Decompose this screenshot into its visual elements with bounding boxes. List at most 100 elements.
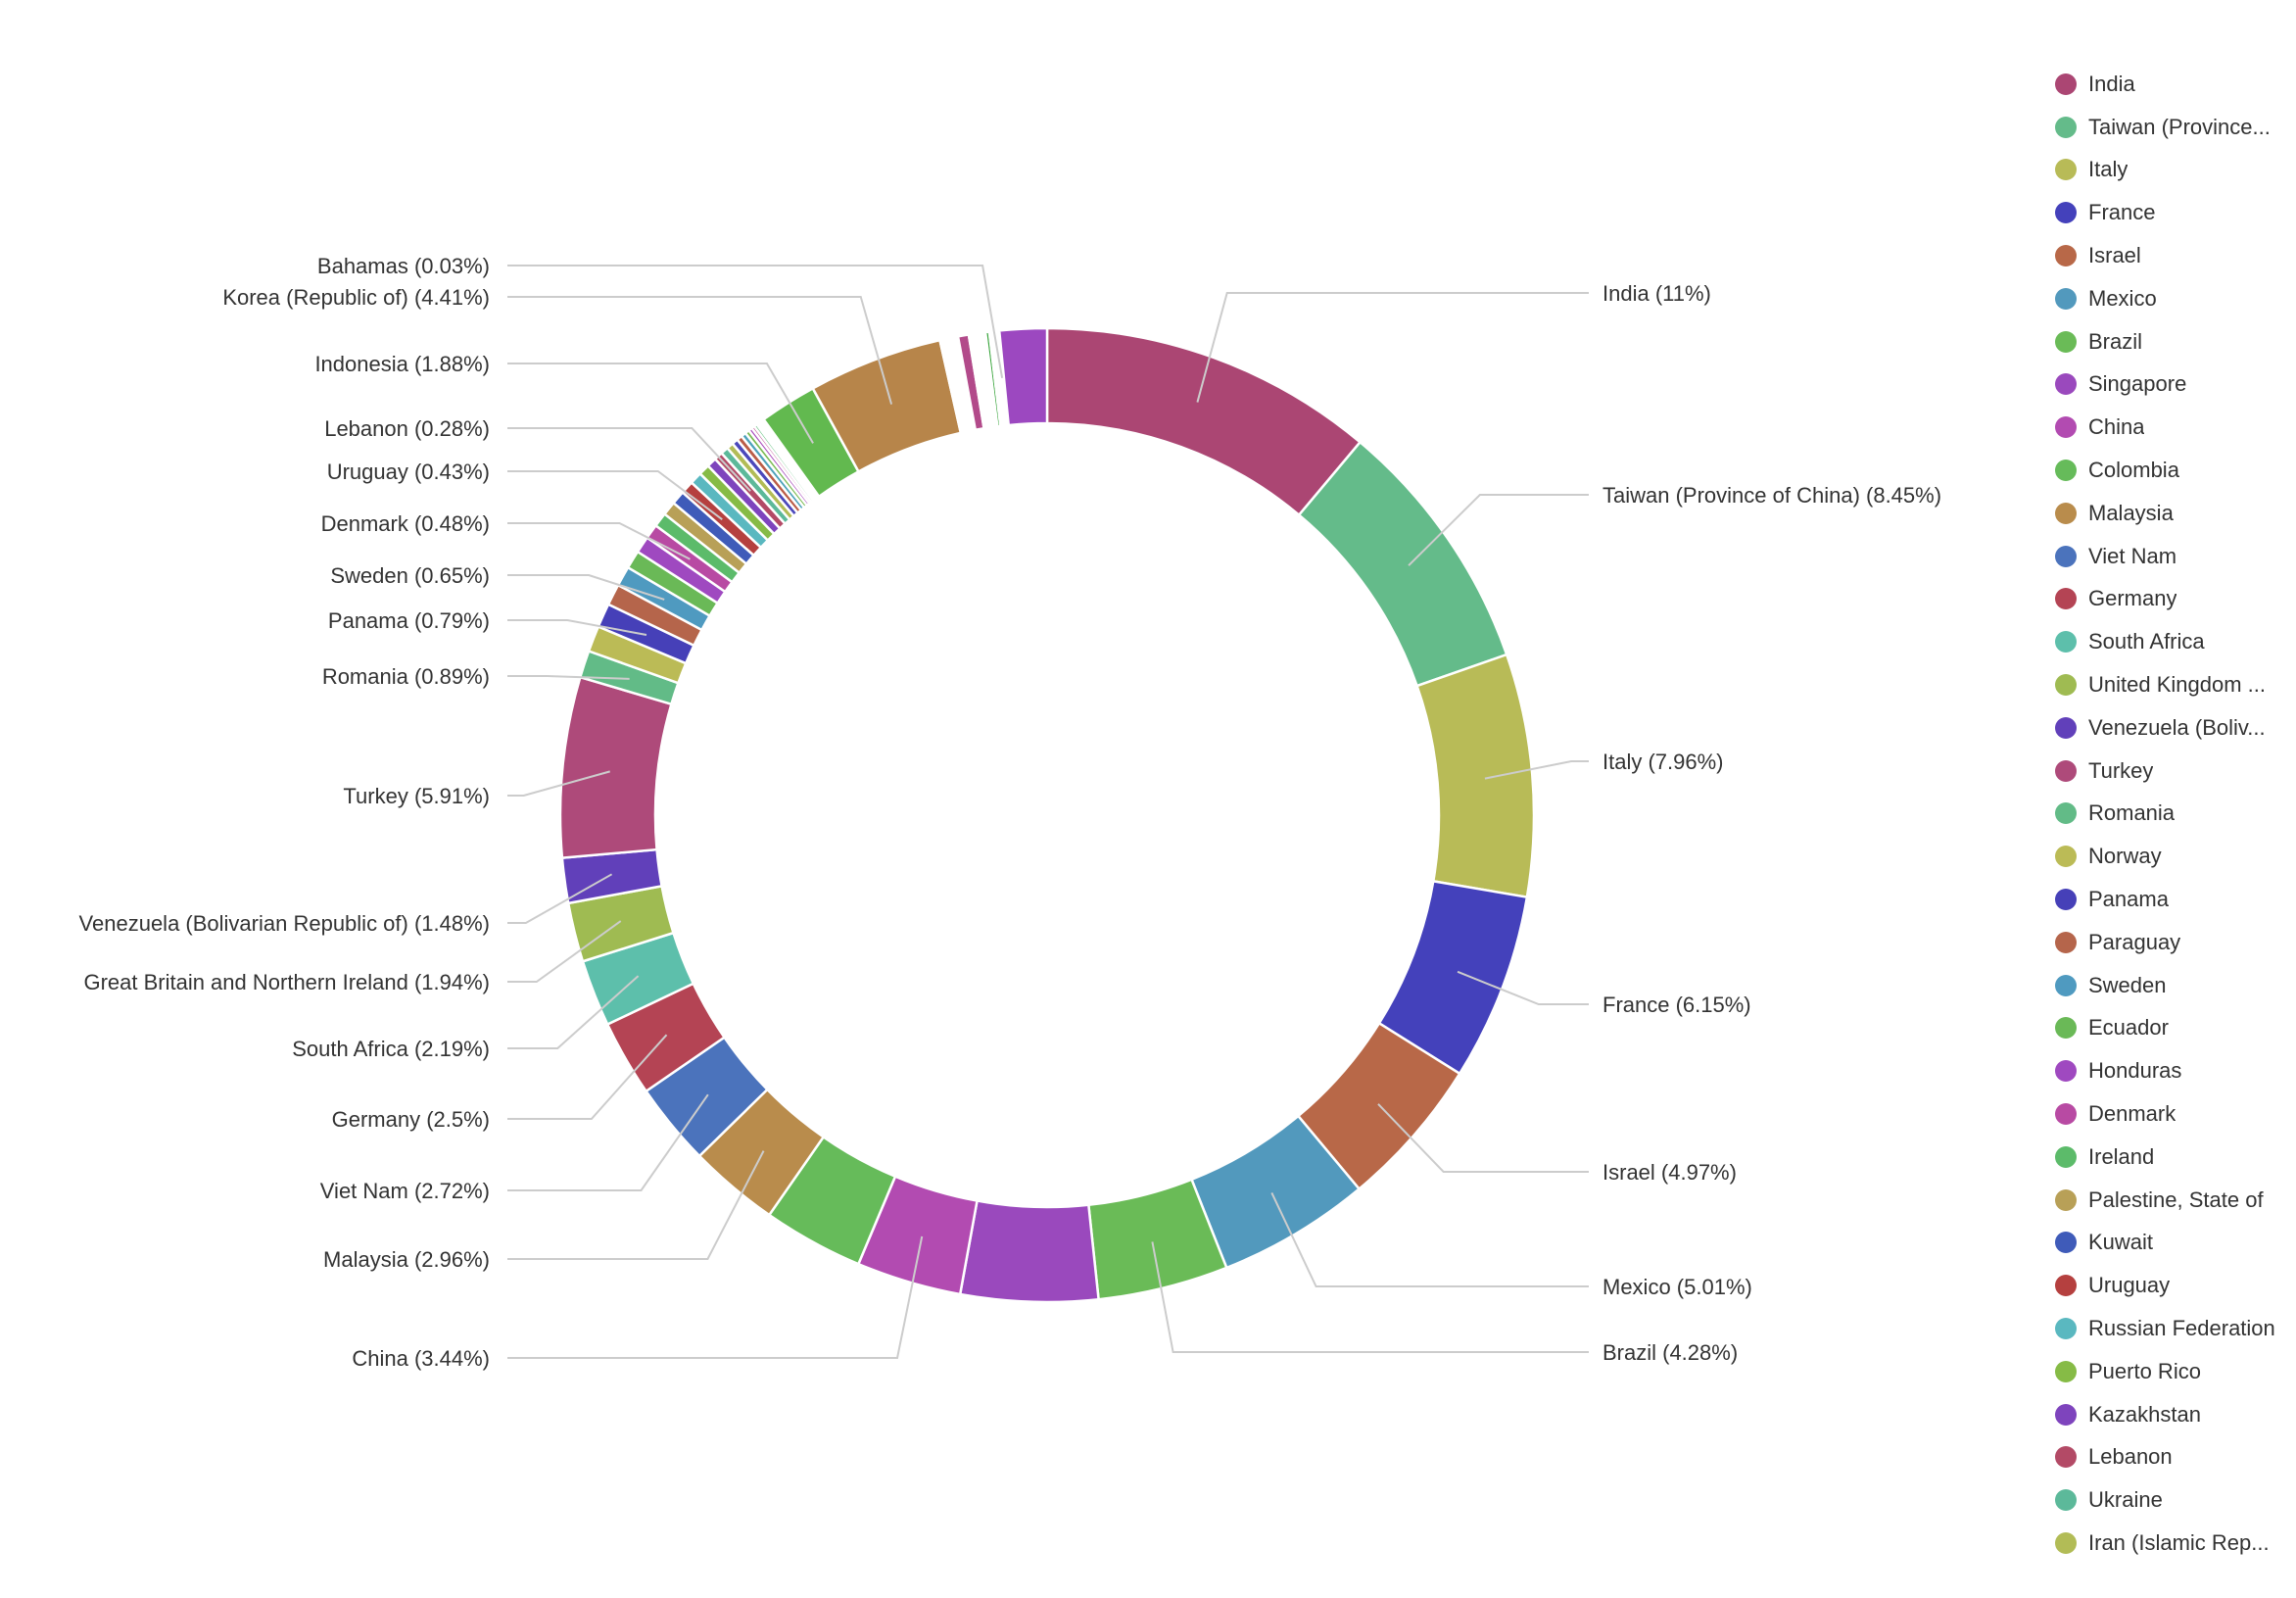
slice-turkey[interactable] [558,675,673,859]
legend-swatch-icon [2055,1403,2077,1426]
legend-item-ecuador[interactable]: Ecuador [2055,1007,2290,1050]
legend-item-norway[interactable]: Norway [2055,835,2290,878]
leader-line-viet-nam [507,1093,709,1191]
legend-label: Ecuador [2088,1015,2169,1041]
legend-label: Malaysia [2088,500,2174,525]
legend-swatch-icon [2055,1275,2077,1297]
legend-item-honduras[interactable]: Honduras [2055,1049,2290,1092]
legend-item-panama[interactable]: Panama [2055,878,2290,921]
legend-item-puerto-rico[interactable]: Puerto Rico [2055,1350,2290,1393]
legend-swatch-icon [2055,1017,2077,1040]
slice-singapore-2[interactable] [997,326,1049,427]
slice-singapore[interactable] [958,1199,1100,1304]
leader-line-uruguay [507,470,723,520]
legend-item-singapore[interactable]: Singapore [2055,363,2290,407]
chart-legend: India Taiwan (Province... Italy France Israe… [2055,63,2290,1565]
legend-item-denmark[interactable]: Denmark [2055,1092,2290,1136]
legend-item-israel[interactable]: Israel [2055,234,2290,277]
leader-line-india [1196,292,1589,403]
legend-label: Colombia [2088,458,2179,483]
legend-item-lebanon[interactable]: Lebanon [2055,1436,2290,1479]
legend-swatch-icon [2055,416,2077,439]
legend-item-colombia[interactable]: Colombia [2055,449,2290,492]
legend-label: Israel [2088,243,2141,268]
legend-label: Turkey [2088,757,2154,783]
donut-slices [558,326,1536,1304]
legend-item-taiwan-province[interactable]: Taiwan (Province... [2055,106,2290,149]
legend-swatch-icon [2055,802,2077,825]
legend-label: South Africa [2088,629,2205,654]
leader-line-france [1457,970,1589,1005]
legend-item-brazil[interactable]: Brazil [2055,320,2290,363]
legend-swatch-icon [2055,502,2077,524]
legend-label: Palestine, State of [2088,1186,2264,1212]
legend-item-united-kingdom[interactable]: United Kingdom ... [2055,663,2290,706]
callout-label-denmark: Denmark (0.48%) [321,511,490,536]
legend-label: Kuwait [2088,1230,2154,1255]
legend-item-venezuela-boliv[interactable]: Venezuela (Boliv... [2055,706,2290,750]
legend-label: Italy [2088,157,2129,182]
legend-swatch-icon [2055,974,2077,996]
legend-label: Venezuela (Boliv... [2088,714,2266,740]
legend-label: United Kingdom ... [2088,672,2266,698]
legend-item-india[interactable]: India [2055,63,2290,106]
legend-item-kazakhstan[interactable]: Kazakhstan [2055,1393,2290,1436]
legend-item-germany[interactable]: Germany [2055,578,2290,621]
legend-swatch-icon [2055,759,2077,782]
legend-item-uruguay[interactable]: Uruguay [2055,1264,2290,1307]
legend-swatch-icon [2055,1232,2077,1254]
legend-item-italy[interactable]: Italy [2055,149,2290,192]
legend-label: Ireland [2088,1143,2155,1169]
legend-item-russian-federation[interactable]: Russian Federation [2055,1307,2290,1350]
legend-swatch-icon [2055,1318,2077,1339]
legend-item-sweden[interactable]: Sweden [2055,964,2290,1007]
legend-swatch-icon [2055,631,2077,654]
slice-india[interactable] [1045,326,1363,517]
legend-item-palestine-state-of[interactable]: Palestine, State of [2055,1179,2290,1222]
legend-swatch-icon [2055,716,2077,739]
legend-item-kuwait[interactable]: Kuwait [2055,1222,2290,1265]
slice-italy[interactable] [1415,653,1536,899]
legend-item-ireland[interactable]: Ireland [2055,1136,2290,1179]
callout-label-romania: Romania (0.89%) [322,664,490,689]
legend-label: Mexico [2088,285,2157,311]
legend-swatch-icon [2055,245,2077,267]
legend-item-paraguay[interactable]: Paraguay [2055,921,2290,964]
leader-line-south-africa [507,975,640,1049]
legend-item-china[interactable]: China [2055,406,2290,449]
legend-item-romania[interactable]: Romania [2055,793,2290,836]
leader-line-turkey [507,770,610,797]
leader-line-germany [507,1034,668,1120]
legend-swatch-icon [2055,460,2077,482]
legend-item-iran-islamic-rep[interactable]: Iran (Islamic Rep... [2055,1522,2290,1565]
legend-swatch-icon [2055,330,2077,353]
legend-label: Viet Nam [2088,543,2177,568]
legend-swatch-icon [2055,931,2077,953]
legend-item-mexico[interactable]: Mexico [2055,277,2290,320]
slice-taiwan-province-of-china[interactable] [1297,440,1508,688]
legend-item-south-africa[interactable]: South Africa [2055,620,2290,663]
legend-item-turkey[interactable]: Turkey [2055,750,2290,793]
legend-swatch-icon [2055,889,2077,911]
legend-swatch-icon [2055,846,2077,868]
legend-label: China [2088,414,2145,440]
legend-item-viet-nam[interactable]: Viet Nam [2055,535,2290,578]
callout-label-great-britain-and-northern-ireland: Great Britain and Northern Ireland (1.94… [83,970,490,994]
legend-label: Uruguay [2088,1273,2171,1298]
callout-label-viet-nam: Viet Nam (2.72%) [320,1179,490,1203]
legend-label: Norway [2088,844,2162,869]
legend-swatch-icon [2055,159,2077,181]
legend-swatch-icon [2055,588,2077,610]
leader-line-brazil [1151,1241,1589,1353]
leader-line-israel [1377,1103,1589,1173]
leader-line-china [507,1235,924,1359]
legend-item-malaysia[interactable]: Malaysia [2055,492,2290,535]
legend-label: Puerto Rico [2088,1358,2201,1383]
legend-item-ukraine[interactable]: Ukraine [2055,1478,2290,1522]
callout-label-israel: Israel (4.97%) [1602,1160,1737,1185]
leader-line-malaysia [507,1150,765,1260]
legend-item-france[interactable]: France [2055,191,2290,234]
leader-line-italy [1484,760,1589,780]
callout-label-france: France (6.15%) [1602,993,1751,1017]
